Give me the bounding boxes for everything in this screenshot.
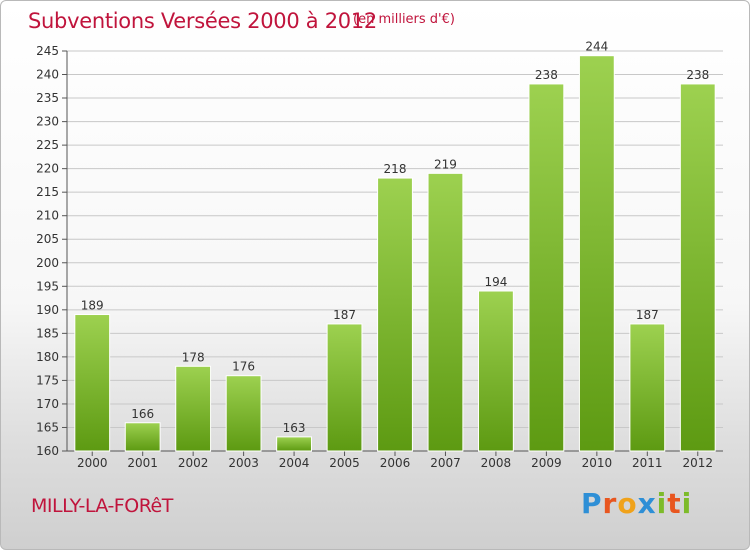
bar xyxy=(427,172,464,452)
x-tick-label: 2009 xyxy=(531,456,562,470)
x-tick-label: 2004 xyxy=(279,456,310,470)
proxiti-logo-letter: t xyxy=(667,487,682,520)
y-tick-label: 220 xyxy=(36,162,59,176)
bar-value-label: 178 xyxy=(182,350,205,364)
chart-subtitle: (en milliers d'€) xyxy=(353,12,455,27)
chart-title: Subventions Versées 2000 à 2012 xyxy=(28,9,377,33)
y-tick-label: 180 xyxy=(36,350,59,364)
x-tick-label: 2011 xyxy=(632,456,663,470)
bar xyxy=(175,365,212,452)
y-tick-label: 235 xyxy=(36,91,59,105)
bar-value-label: 219 xyxy=(434,157,457,171)
x-tick-label: 2007 xyxy=(430,456,461,470)
x-tick-label: 2012 xyxy=(682,456,713,470)
bar xyxy=(578,55,615,452)
proxiti-logo-letter: x xyxy=(637,487,657,520)
proxiti-logo-letter: i xyxy=(681,487,693,520)
bar-value-label: 176 xyxy=(232,360,255,374)
y-tick-label: 240 xyxy=(36,68,59,82)
x-tick-label: 2006 xyxy=(380,456,411,470)
bar xyxy=(478,290,514,452)
x-tick-label: 2000 xyxy=(77,456,108,470)
bar xyxy=(528,83,565,452)
bar xyxy=(276,436,312,452)
bar-value-label: 194 xyxy=(484,275,507,289)
x-tick-label: 2001 xyxy=(127,456,158,470)
proxiti-logo-letter: r xyxy=(602,487,618,520)
bar xyxy=(629,323,666,452)
bar xyxy=(326,323,363,452)
x-tick-label: 2002 xyxy=(178,456,209,470)
proxiti-logo: Proxiti xyxy=(581,487,692,520)
x-tick-label: 2010 xyxy=(582,456,613,470)
proxiti-logo-letter: P xyxy=(581,487,603,520)
bar-value-label: 187 xyxy=(333,308,356,322)
proxiti-logo-letter: i xyxy=(656,487,668,520)
y-tick-label: 195 xyxy=(36,279,59,293)
y-tick-label: 190 xyxy=(36,303,59,317)
y-tick-label: 210 xyxy=(36,209,59,223)
bar-value-label: 238 xyxy=(686,68,709,82)
bar xyxy=(74,314,111,452)
y-tick-label: 170 xyxy=(36,397,59,411)
y-tick-label: 185 xyxy=(36,326,59,340)
data-labels: 189 166 178 176 163 187 218 219 194 238 244 187 238 xyxy=(81,40,709,435)
bar-value-label: 244 xyxy=(585,40,608,54)
x-tick-label: 2008 xyxy=(481,456,512,470)
bar-value-label: 218 xyxy=(384,162,407,176)
bar xyxy=(124,422,161,452)
bar xyxy=(225,375,262,452)
bar xyxy=(679,83,716,452)
bars xyxy=(74,55,716,452)
bar-value-label: 166 xyxy=(131,407,154,421)
y-tick-label: 205 xyxy=(36,232,59,246)
y-tick-label: 165 xyxy=(36,420,59,434)
bar-value-label: 187 xyxy=(636,308,659,322)
x-tick-label: 2005 xyxy=(329,456,360,470)
y-tick-label: 230 xyxy=(36,115,59,129)
y-tick-label: 160 xyxy=(36,444,59,458)
x-tick-label: 2003 xyxy=(228,456,259,470)
proxiti-logo-letter: o xyxy=(617,487,638,520)
bar-value-label: 163 xyxy=(283,421,306,435)
y-tick-label: 215 xyxy=(36,185,59,199)
commune-name: MILLY-LA-FORêT xyxy=(31,495,173,517)
y-tick-label: 200 xyxy=(36,256,59,270)
bar-value-label: 189 xyxy=(81,299,104,313)
y-tick-label: 175 xyxy=(36,373,59,387)
y-tick-label: 225 xyxy=(36,138,59,152)
y-tick-label: 245 xyxy=(36,44,59,58)
bar-value-label: 238 xyxy=(535,68,558,82)
bar xyxy=(377,177,413,452)
